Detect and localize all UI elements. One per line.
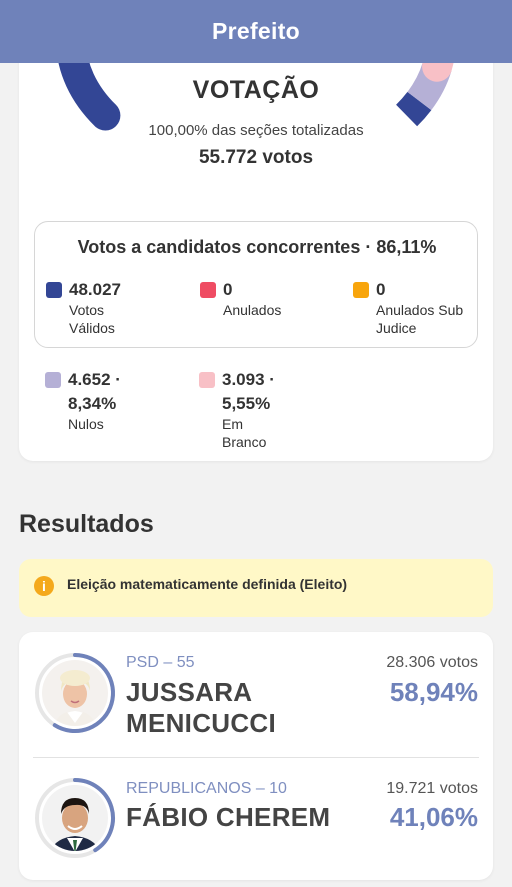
votacao-card: VOTAÇÃO 100,00% das seções totalizadas 5… <box>19 40 493 461</box>
candidate-votes: 28.306 votos <box>386 654 478 671</box>
sub-judice-label-2: Judice <box>376 320 417 336</box>
nulos-label: Nulos <box>68 416 104 432</box>
top-bar: Prefeito <box>0 0 512 63</box>
votacao-subtitle: 100,00% das seções totalizadas <box>148 122 364 139</box>
avatar <box>33 776 117 860</box>
share-ring <box>52 653 115 733</box>
brancos-value-2: 5,55% <box>222 394 271 413</box>
anulados-value: 0 <box>223 280 233 299</box>
nulos-value-2: 8,34% <box>68 394 117 413</box>
sub-judice-value: 0 <box>376 280 386 299</box>
info-icon: i <box>34 576 54 596</box>
anulados-label: Anulados <box>223 302 282 318</box>
resultados-title: Resultados <box>19 510 154 538</box>
sub-judice-swatch <box>353 282 369 298</box>
share-ring <box>73 778 115 853</box>
nulos-swatch <box>45 372 61 388</box>
candidate-name-line-2: MENICUCCI <box>126 708 277 738</box>
nulos-value-1: 4.652 · <box>68 370 121 389</box>
concorrentes-title: Votos a candidatos concorrentes · 86,11% <box>77 237 437 257</box>
anulados-swatch <box>200 282 216 298</box>
alert-text: Eleição matematicamente definida (Eleito… <box>67 576 348 592</box>
candidate-name-line-1: JUSSARA <box>126 677 253 707</box>
candidate-name: FÁBIO CHEREM <box>126 802 331 832</box>
gauge-arc-validos-right <box>395 91 432 127</box>
candidate-party: REPUBLICANOS – 10 <box>126 780 287 797</box>
avatar <box>33 651 117 735</box>
candidate-party: PSD – 55 <box>126 654 195 671</box>
validos-label: Votos Válidos <box>69 302 115 336</box>
eleito-alert: i Eleição matematicamente definida (Elei… <box>19 559 493 617</box>
candidate-percent: 58,94% <box>389 677 478 707</box>
resultados-card: PSD – 55 JUSSARA MENICUCCI 28.306 votos … <box>19 632 493 880</box>
votacao-title: VOTAÇÃO <box>192 76 320 104</box>
concorrentes-box: Votos a candidatos concorrentes · 86,11%… <box>34 221 478 348</box>
candidate-votes: 19.721 votos <box>386 780 478 797</box>
validos-value: 48.027 <box>69 280 121 299</box>
page-title: Prefeito <box>211 18 301 44</box>
brancos-swatch <box>199 372 215 388</box>
sub-judice-label-1: Anulados Sub <box>376 302 464 318</box>
brancos-label: Em Branco <box>222 416 267 450</box>
candidate-percent: 41,06% <box>389 802 478 832</box>
votacao-gauge <box>56 40 456 131</box>
brancos-value-1: 3.093 · <box>222 370 275 389</box>
validos-swatch <box>46 282 62 298</box>
votacao-total: 55.772 votos <box>198 147 314 168</box>
divider <box>33 757 479 758</box>
